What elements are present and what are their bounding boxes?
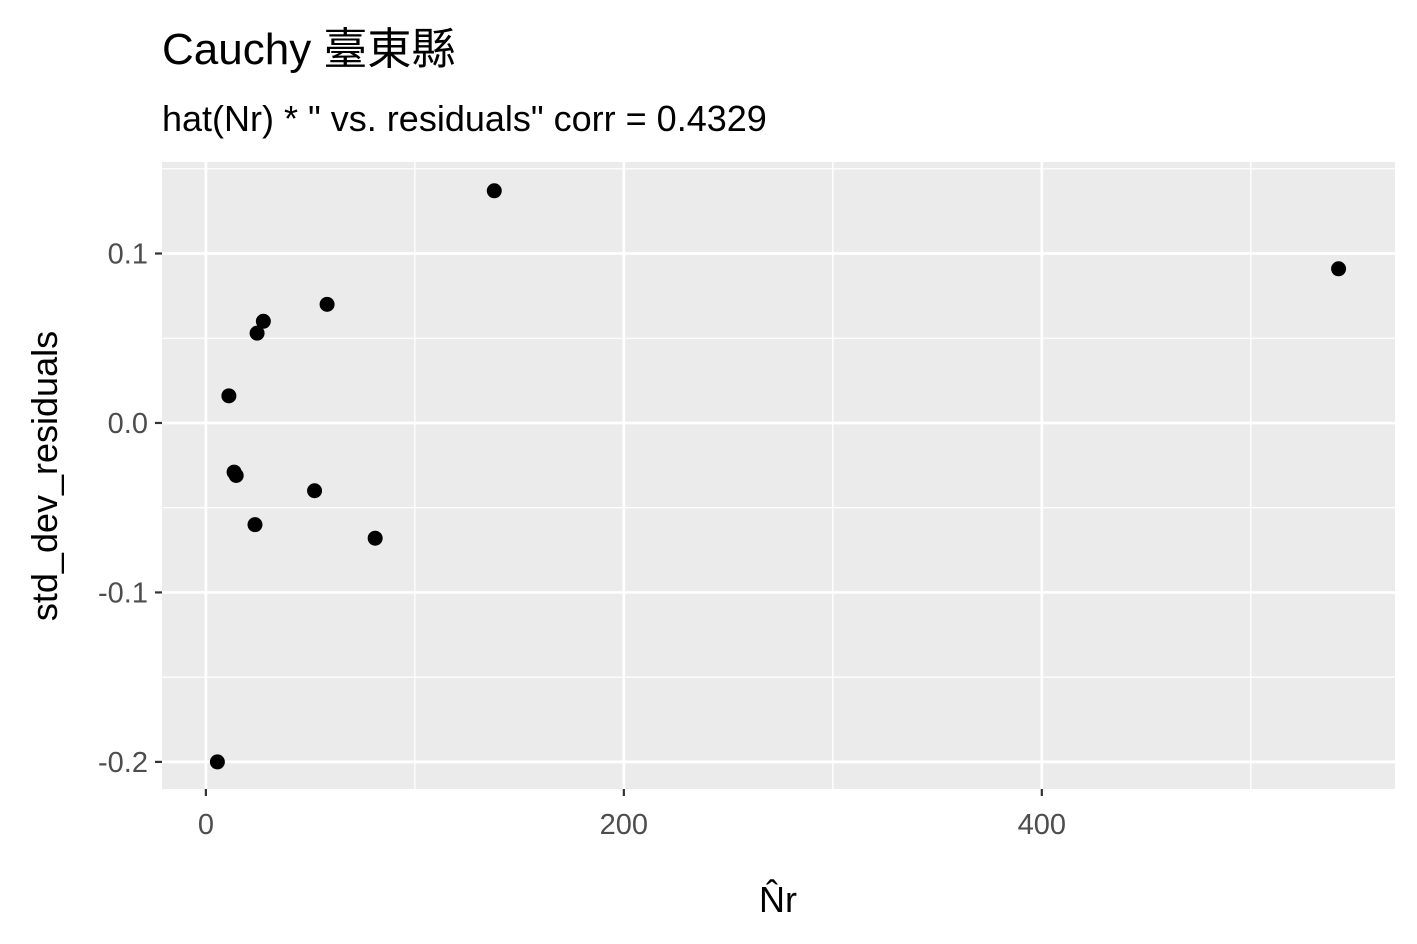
chart-title: Cauchy 臺東縣 bbox=[162, 25, 455, 74]
x-tick-label: 200 bbox=[600, 809, 648, 841]
data-point bbox=[255, 313, 271, 329]
chart-subtitle: hat(Nr) * " vs. residuals" corr = 0.4329 bbox=[162, 98, 767, 139]
data-point bbox=[247, 517, 263, 533]
data-point bbox=[249, 325, 265, 341]
data-point bbox=[367, 530, 383, 546]
plot-panel bbox=[162, 162, 1395, 789]
data-point bbox=[307, 483, 323, 499]
data-point bbox=[319, 296, 335, 312]
major-gridlines bbox=[162, 162, 1395, 789]
y-tick-label: 0.1 bbox=[108, 239, 148, 271]
data-point bbox=[486, 183, 502, 199]
x-tick-label: 400 bbox=[1018, 809, 1066, 841]
y-axis-title: std_dev_residuals bbox=[24, 331, 65, 621]
data-point bbox=[228, 468, 244, 483]
data-point bbox=[1331, 261, 1347, 277]
y-axis-ticks: -0.2 -0.1 0.0 0.1 bbox=[98, 239, 162, 779]
data-points bbox=[209, 183, 1347, 770]
y-tick-label: -0.2 bbox=[98, 747, 148, 779]
y-tick-label: -0.1 bbox=[98, 577, 148, 609]
y-tick-label: 0.0 bbox=[108, 408, 148, 440]
data-point bbox=[221, 388, 237, 404]
x-axis-title: N̂r bbox=[759, 878, 797, 920]
data-point bbox=[209, 754, 225, 770]
x-tick-label: 0 bbox=[198, 809, 214, 841]
x-axis-ticks: 0 200 400 bbox=[198, 789, 1066, 841]
minor-gridlines bbox=[162, 162, 1395, 789]
